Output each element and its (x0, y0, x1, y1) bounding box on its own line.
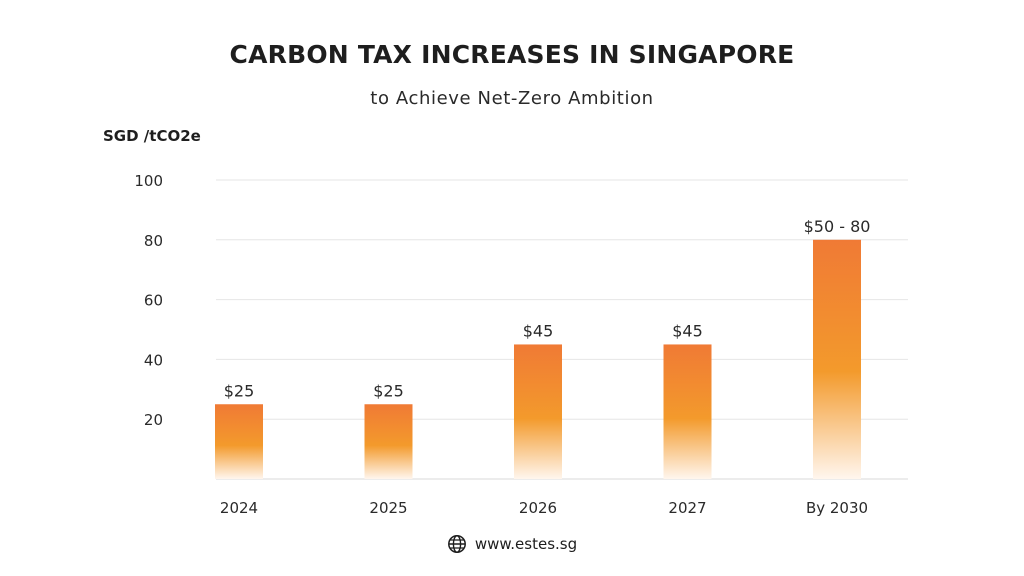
footer: www.estes.sg (0, 534, 1024, 558)
y-tick-labels: 20 40 60 80 100 (134, 172, 163, 429)
y-axis-label: SGD /tCO2e (103, 127, 201, 145)
y-tick-label: 20 (144, 411, 163, 429)
y-tick-label: 100 (134, 172, 163, 190)
y-tick-label: 80 (144, 232, 163, 250)
data-labels: $25 $25 $45 $45 $50 - 80 (224, 217, 871, 400)
x-tick-label: 2026 (519, 499, 557, 517)
x-tick-label: 2025 (369, 499, 407, 517)
data-label: $25 (373, 381, 404, 400)
x-tick-labels: 2024 2025 2026 2027 By 2030 (220, 499, 868, 517)
chart-title: CARBON TAX INCREASES IN SINGAPORE (229, 40, 795, 69)
bar (663, 344, 712, 479)
data-label: $50 - 80 (804, 217, 871, 236)
bar (813, 239, 861, 479)
bar (364, 404, 413, 479)
bar (514, 344, 562, 479)
bars (215, 239, 861, 479)
x-tick-label: 2024 (220, 499, 258, 517)
data-label: $25 (224, 381, 255, 400)
bar (215, 404, 263, 479)
website-link[interactable]: www.estes.sg (474, 535, 578, 553)
y-tick-label: 40 (144, 351, 163, 369)
x-tick-label: 2027 (668, 499, 706, 517)
globe-icon (447, 535, 466, 553)
data-label: $45 (672, 321, 703, 340)
x-tick-label: By 2030 (806, 499, 868, 517)
chart-subtitle: to Achieve Net-Zero Ambition (370, 88, 654, 109)
y-tick-label: 60 (144, 292, 163, 310)
data-label: $45 (523, 321, 554, 340)
